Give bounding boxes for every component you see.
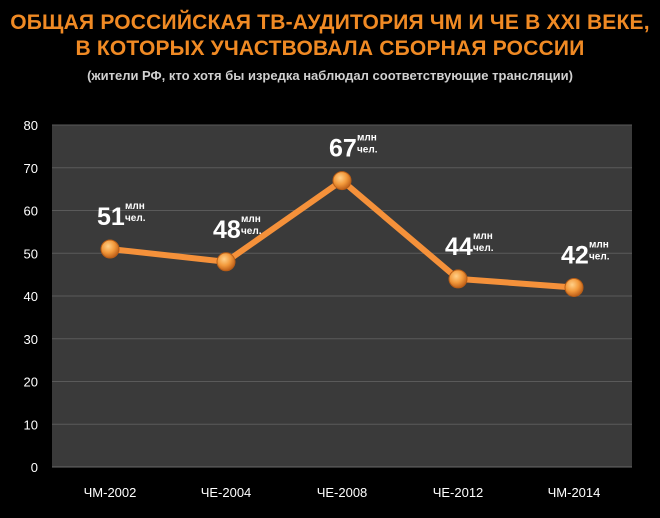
data-label-unit-top: млн xyxy=(589,239,609,250)
data-label-value: 42 xyxy=(561,241,589,269)
y-tick-label: 20 xyxy=(24,375,38,390)
data-point xyxy=(448,269,468,289)
data-label-unit-bottom: чел. xyxy=(241,226,262,237)
data-label-unit-top: млн xyxy=(473,231,493,242)
data-point xyxy=(332,171,352,191)
x-tick-label: ЧМ-2002 xyxy=(84,485,137,500)
data-label-unit-top: млн xyxy=(241,214,261,225)
y-tick-label: 60 xyxy=(24,204,38,219)
data-label-unit-bottom: чел. xyxy=(473,243,494,254)
chart-title: ОБЩАЯ РОССИЙСКАЯ ТВ-АУДИТОРИЯ ЧМ И ЧЕ В … xyxy=(0,10,660,62)
data-label-value: 48 xyxy=(213,216,241,244)
y-tick-label: 0 xyxy=(31,460,38,475)
y-tick-label: 50 xyxy=(24,246,38,261)
data-label-unit-top: млн xyxy=(357,133,377,144)
chart-subtitle: (жители РФ, кто хотя бы изредка наблюдал… xyxy=(87,68,573,83)
y-tick-label: 30 xyxy=(24,332,38,347)
data-label-value: 51 xyxy=(97,203,125,231)
x-tick-label: ЧЕ-2012 xyxy=(433,485,484,500)
y-tick-label: 10 xyxy=(24,417,38,432)
x-tick-label: ЧЕ-2004 xyxy=(201,485,252,500)
data-label-value: 67 xyxy=(329,135,357,163)
chart-title-line-1: ОБЩАЯ РОССИЙСКАЯ ТВ-АУДИТОРИЯ ЧМ И ЧЕ В … xyxy=(10,11,650,34)
data-point xyxy=(564,277,584,297)
data-label-unit-bottom: чел. xyxy=(589,251,610,262)
y-tick-label: 70 xyxy=(24,161,38,176)
data-point xyxy=(100,239,120,259)
x-tick-label: ЧЕ-2008 xyxy=(317,485,368,500)
chart-title-line-2: В КОТОРЫХ УЧАСТВОВАЛА СБОРНАЯ РОССИИ xyxy=(75,37,585,60)
data-label-unit-bottom: чел. xyxy=(125,213,146,224)
data-label-value: 44 xyxy=(445,233,473,261)
y-tick-label: 80 xyxy=(24,118,38,133)
x-tick-label: ЧМ-2014 xyxy=(548,485,601,500)
data-point xyxy=(216,252,236,272)
y-tick-label: 40 xyxy=(24,289,38,304)
data-label-unit-bottom: чел. xyxy=(357,145,378,156)
data-label-unit-top: млн xyxy=(125,201,145,212)
